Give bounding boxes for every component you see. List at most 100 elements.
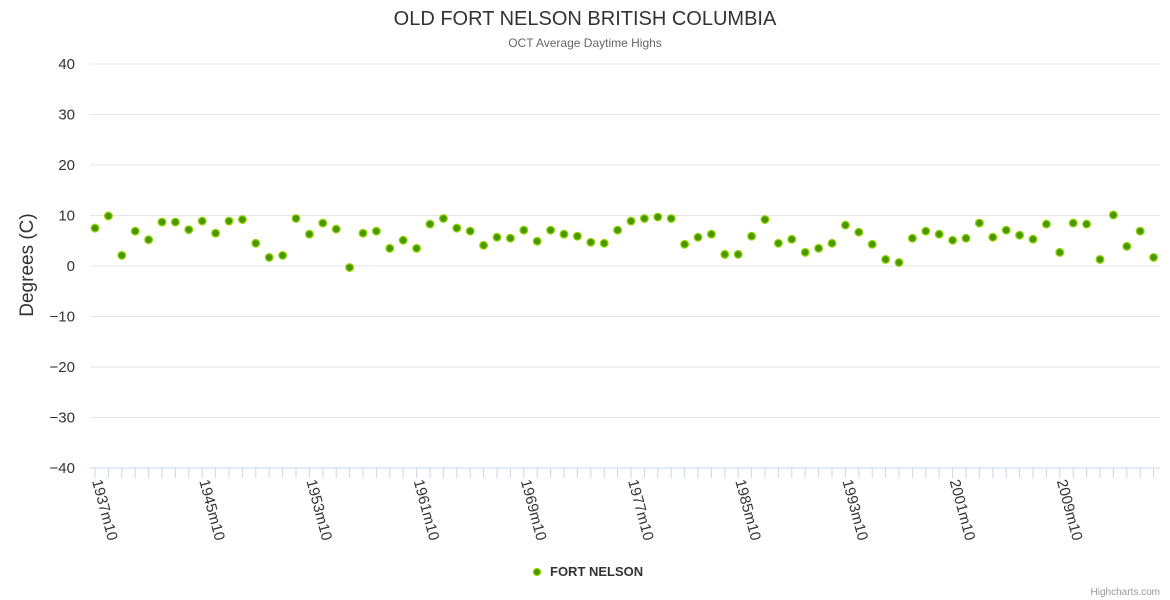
data-point[interactable] bbox=[144, 235, 154, 245]
data-point[interactable] bbox=[130, 226, 140, 236]
data-point[interactable] bbox=[425, 219, 435, 229]
data-point[interactable] bbox=[733, 249, 743, 259]
y-tick-label: 10 bbox=[58, 208, 75, 225]
data-point[interactable] bbox=[318, 218, 328, 228]
data-point[interactable] bbox=[974, 218, 984, 228]
data-point[interactable] bbox=[626, 216, 636, 226]
data-point[interactable] bbox=[559, 229, 569, 239]
data-point[interactable] bbox=[921, 226, 931, 236]
data-point[interactable] bbox=[438, 214, 448, 223]
data-point[interactable] bbox=[800, 247, 810, 257]
data-point[interactable] bbox=[814, 243, 824, 253]
data-point[interactable] bbox=[1082, 219, 1092, 229]
data-point[interactable] bbox=[840, 220, 850, 230]
data-point[interactable] bbox=[1001, 225, 1011, 235]
data-point[interactable] bbox=[1108, 210, 1118, 220]
data-point[interactable] bbox=[572, 231, 582, 241]
data-point[interactable] bbox=[613, 225, 623, 235]
data-point[interactable] bbox=[157, 217, 167, 227]
data-point[interactable] bbox=[599, 238, 609, 248]
data-point[interactable] bbox=[1041, 219, 1051, 229]
data-point[interactable] bbox=[505, 233, 515, 243]
data-point[interactable] bbox=[680, 239, 690, 249]
data-point[interactable] bbox=[693, 232, 703, 242]
data-point[interactable] bbox=[184, 225, 194, 235]
data-point[interactable] bbox=[1068, 218, 1078, 228]
credits-link[interactable]: Highcharts.com bbox=[1091, 587, 1160, 598]
data-point[interactable] bbox=[117, 250, 127, 260]
data-point[interactable] bbox=[546, 225, 556, 235]
data-point[interactable] bbox=[867, 239, 877, 249]
data-point[interactable] bbox=[331, 224, 341, 234]
data-point[interactable] bbox=[1015, 230, 1025, 240]
data-point[interactable] bbox=[278, 250, 288, 260]
y-tick-label: −20 bbox=[50, 359, 75, 376]
data-point[interactable] bbox=[398, 235, 408, 245]
data-point[interactable] bbox=[706, 229, 716, 239]
y-tick-label: −10 bbox=[50, 309, 75, 326]
x-tick-label: 1993m10 bbox=[839, 478, 872, 543]
data-point[interactable] bbox=[291, 214, 301, 223]
data-point[interactable] bbox=[653, 212, 663, 222]
data-point[interactable] bbox=[492, 232, 502, 242]
data-point[interactable] bbox=[747, 231, 757, 241]
grid-lines bbox=[90, 63, 1160, 418]
data-point[interactable] bbox=[304, 229, 314, 239]
x-tick-label: 1969m10 bbox=[517, 478, 550, 543]
y-tick-label: 40 bbox=[58, 56, 75, 73]
data-point[interactable] bbox=[1149, 252, 1159, 262]
data-point[interactable] bbox=[251, 238, 261, 248]
data-point[interactable] bbox=[224, 216, 234, 226]
data-point[interactable] bbox=[532, 236, 542, 246]
data-point[interactable] bbox=[1135, 226, 1145, 236]
data-point[interactable] bbox=[211, 228, 221, 238]
data-point[interactable] bbox=[881, 254, 891, 264]
data-point[interactable] bbox=[773, 238, 783, 248]
data-point[interactable] bbox=[948, 235, 958, 245]
data-point[interactable] bbox=[988, 232, 998, 242]
data-point[interactable] bbox=[961, 233, 971, 243]
data-point[interactable] bbox=[237, 215, 247, 224]
x-axis-tick-labels: 1937m10 1945m10 1953m10 1961m10 1969m10 1977m… bbox=[88, 478, 1085, 543]
data-point[interactable] bbox=[519, 225, 529, 235]
data-point[interactable] bbox=[385, 243, 395, 253]
data-point[interactable] bbox=[412, 243, 422, 253]
y-axis-ticks: 40 30 20 10 0 −10 −20 −30 −40 bbox=[50, 56, 75, 477]
data-point[interactable] bbox=[894, 258, 904, 267]
data-point[interactable] bbox=[666, 214, 676, 223]
y-axis-label: Degrees (C) bbox=[17, 213, 38, 316]
data-point[interactable] bbox=[1095, 254, 1105, 264]
y-tick-label: −40 bbox=[50, 460, 75, 477]
data-point[interactable] bbox=[760, 215, 770, 224]
data-point[interactable] bbox=[465, 226, 475, 236]
data-point[interactable] bbox=[787, 234, 797, 244]
x-tick-label: 1945m10 bbox=[195, 478, 228, 543]
data-point[interactable] bbox=[170, 217, 180, 227]
data-point[interactable] bbox=[586, 237, 596, 247]
data-point[interactable] bbox=[371, 226, 381, 236]
data-point[interactable] bbox=[934, 229, 944, 239]
data-point[interactable] bbox=[1055, 247, 1065, 257]
x-tick-label: 2001m10 bbox=[946, 478, 979, 543]
data-point[interactable] bbox=[264, 252, 274, 262]
legend-item-fort-nelson[interactable]: FORT NELSON bbox=[550, 564, 643, 579]
data-point[interactable] bbox=[452, 223, 462, 233]
data-point[interactable] bbox=[90, 223, 100, 233]
data-point[interactable] bbox=[1028, 234, 1038, 244]
data-point[interactable] bbox=[479, 240, 489, 250]
series-fort-nelson[interactable] bbox=[90, 210, 1159, 272]
data-point[interactable] bbox=[907, 233, 917, 243]
data-point[interactable] bbox=[827, 238, 837, 248]
data-point[interactable] bbox=[358, 228, 368, 238]
x-tick-label: 1961m10 bbox=[410, 478, 443, 543]
data-point[interactable] bbox=[103, 211, 113, 221]
data-point[interactable] bbox=[197, 216, 207, 226]
data-point[interactable] bbox=[854, 227, 864, 237]
data-point[interactable] bbox=[1122, 241, 1132, 251]
legend[interactable]: FORT NELSON bbox=[532, 564, 644, 579]
data-point[interactable] bbox=[345, 263, 355, 272]
data-point[interactable] bbox=[639, 214, 649, 223]
chart-subtitle: OCT Average Daytime Highs bbox=[508, 36, 662, 50]
data-point[interactable] bbox=[720, 249, 730, 259]
